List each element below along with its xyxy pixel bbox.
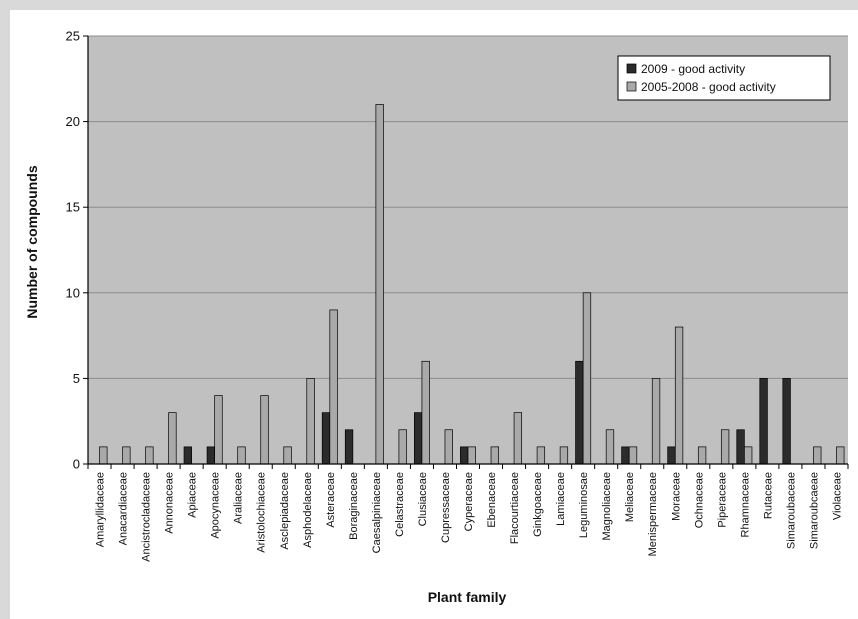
- y-axis-title: Number of compounds: [24, 165, 40, 318]
- bar-series-2005-2008: [168, 412, 177, 465]
- bar-series-2005-2008: [720, 429, 730, 465]
- x-tick-label: Apocynaceae: [210, 472, 222, 539]
- bar-chart: 0 5 10 15 20 25 Amaryllidaceae Anacardiaceae An…: [24, 29, 849, 605]
- legend-label: 2005-2008 - good activity: [641, 80, 776, 94]
- bar-series-2005-2008: [490, 446, 499, 465]
- bar-series-2009: [183, 446, 192, 465]
- x-tick-label: Asclepiadaceae: [279, 472, 291, 550]
- bar-series-2005-2008: [421, 360, 430, 465]
- bar-series-2005-2008: [329, 309, 338, 465]
- x-tick-label: Clusiaceae: [417, 472, 429, 526]
- x-tick-label: Simaroubaceae: [785, 472, 797, 549]
- x-tick-label: Ochnaceae: [693, 472, 705, 528]
- y-tick-label: 5: [73, 371, 80, 386]
- bar-series-2005-2008: [674, 326, 684, 465]
- x-tick-label: Simaroubcaeae: [808, 472, 820, 549]
- bar-series-2005-2008: [283, 446, 292, 465]
- bar-series-2005-2008: [99, 446, 108, 465]
- x-tick-label: Amaryllidaceae: [95, 472, 107, 547]
- bar-series-2005-2008: [513, 412, 523, 465]
- chart-frame: 0 5 10 15 20 25 Amaryllidaceae Anacardiaceae An…: [10, 10, 858, 619]
- x-tick-label: Celastraceae: [394, 472, 406, 537]
- y-tick-label: 15: [66, 200, 80, 215]
- x-tick-label: Violaceae: [831, 472, 843, 520]
- y-tick-label: 10: [66, 285, 80, 300]
- x-tick-label: Apiaceae: [187, 472, 199, 518]
- y-tick-label: 20: [66, 114, 80, 129]
- bar-series-2005-2008: [536, 446, 546, 465]
- bar-series-2005-2008: [375, 104, 384, 465]
- legend-label: 2009 - good activity: [641, 62, 745, 76]
- bar-series-2009: [736, 429, 745, 465]
- bar-series-2005-2008: [605, 429, 615, 465]
- plot-area: [88, 36, 848, 464]
- bar-series-2005-2008: [559, 446, 569, 465]
- x-tick-label: Cupressaceae: [440, 472, 452, 543]
- bar-series-2005-2008: [813, 446, 822, 465]
- bar-series-2005-2008: [122, 446, 131, 465]
- x-tick-label: Menispermaceae: [647, 472, 659, 556]
- bar-series-2005-2008: [582, 292, 592, 465]
- x-tick-label: Anacardiaceae: [118, 472, 130, 545]
- x-axis-title: Plant family: [428, 589, 507, 605]
- x-tick-label: Boraginaceae: [348, 472, 360, 540]
- bar-series-2005-2008: [237, 446, 246, 465]
- bar-series-2005-2008: [398, 429, 407, 465]
- x-tick-label: Rutaceae: [762, 472, 774, 519]
- bar-series-2005-2008: [145, 446, 154, 465]
- bar-series-2009: [759, 378, 768, 465]
- x-tick-label: Meliaceae: [624, 472, 636, 522]
- bar-series-2009: [782, 378, 791, 465]
- x-tick-label: Asteraceae: [325, 472, 337, 528]
- axes: [83, 35, 849, 469]
- bar-series-2009: [621, 446, 630, 465]
- bar-series-2009: [206, 446, 216, 465]
- x-tick-label: Moraceae: [670, 472, 682, 521]
- x-tick-label: Asphodelaceae: [302, 472, 314, 548]
- x-tick-label: Ginkgoaceae: [532, 472, 544, 537]
- bar-series-2005-2008: [836, 446, 845, 465]
- y-tick-label: 25: [66, 29, 80, 44]
- x-tick-label: Ancistrocladaceae: [141, 472, 153, 562]
- bar-series-2005-2008: [306, 378, 315, 465]
- x-tick-label: Caesalpiniaceae: [371, 472, 383, 553]
- x-tick-label: Araliaceae: [233, 472, 245, 524]
- bar-series-2009: [460, 446, 469, 465]
- bar-series-2005-2008: [214, 395, 223, 465]
- bar-series-2005-2008: [628, 446, 638, 465]
- legend-swatch: [626, 81, 637, 92]
- x-tick-label: Aristolochiaceae: [256, 472, 268, 553]
- bar-series-2009: [575, 360, 584, 465]
- x-tick-label: Magnoliaceae: [601, 472, 613, 541]
- x-tick-label: Ebenaceae: [486, 472, 498, 528]
- x-tick-label: Lamiaceae: [555, 472, 567, 526]
- y-tick-labels: 0 5 10 15 20 25: [66, 29, 80, 472]
- bar-series-2005-2008: [444, 429, 453, 465]
- legend: 2009 - good activity 2005-2008 - good act…: [617, 55, 831, 101]
- y-tick-label: 0: [73, 457, 80, 472]
- x-tick-label: Annonaceae: [164, 472, 176, 534]
- x-tick-label: Leguminosae: [578, 472, 590, 538]
- bar-series-2005-2008: [467, 446, 476, 465]
- x-tick-labels: Amaryllidaceae Anacardiaceae Ancistroclada…: [95, 472, 844, 562]
- legend-swatch: [626, 63, 637, 74]
- bar-series-2005-2008: [697, 446, 707, 465]
- bar-series-2005-2008: [744, 446, 753, 465]
- bar-series-2005-2008: [651, 378, 661, 465]
- x-tick-label: Piperaceae: [716, 472, 728, 528]
- bar-series-2009: [344, 429, 354, 465]
- bar-series-2009: [667, 446, 676, 465]
- x-tick-label: Cyperaceae: [463, 472, 475, 531]
- gridlines: [88, 35, 848, 379]
- bar-series-2009: [413, 412, 423, 465]
- legend-box: [617, 55, 831, 101]
- bar-series-2005-2008: [260, 395, 269, 465]
- x-tick-label: Rhamnaceae: [739, 472, 751, 537]
- bar-series-2009: [321, 412, 331, 465]
- x-tick-label: Flacourtiaceae: [509, 472, 521, 544]
